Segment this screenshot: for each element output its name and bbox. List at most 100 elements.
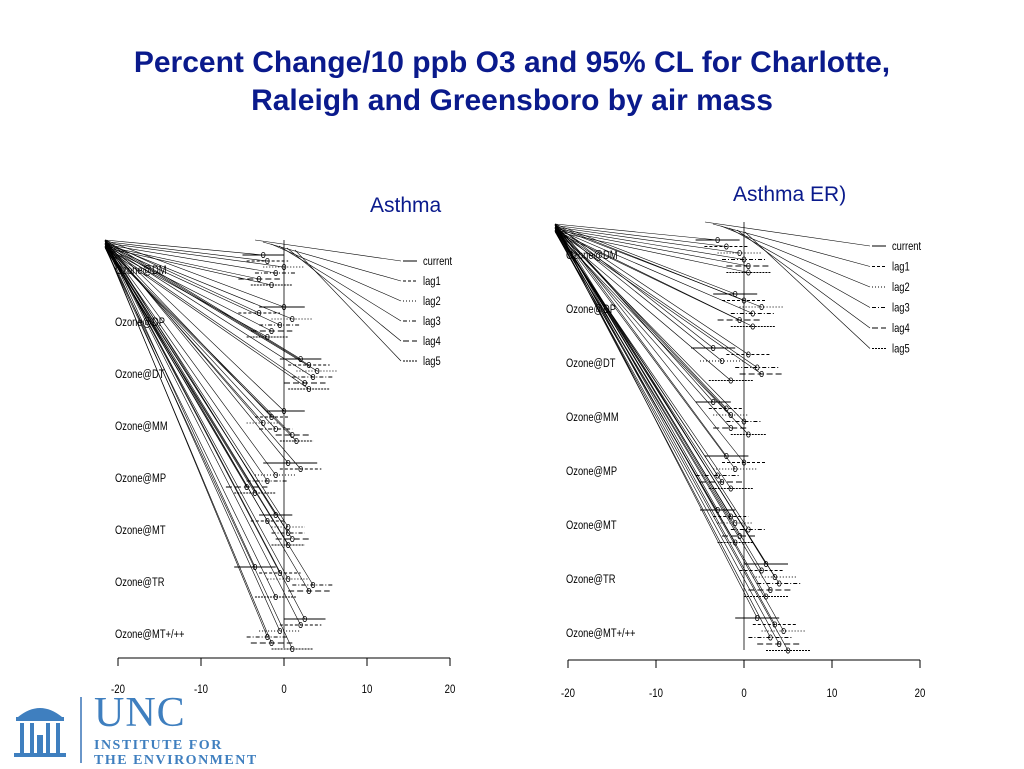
legend-leader-line [278, 245, 402, 322]
leader-line [104, 245, 272, 332]
legend-leader-line [744, 231, 871, 349]
estimate-point [281, 407, 287, 414]
leader-line [104, 245, 305, 384]
estimate-point [781, 628, 786, 635]
estimate-point [746, 431, 751, 438]
legend-label: lag5 [892, 342, 910, 355]
x-tick-label: -20 [111, 683, 125, 696]
leader-line [104, 242, 289, 528]
estimate-point [269, 327, 274, 334]
legend-label: lag2 [423, 295, 441, 308]
estimate-point [273, 512, 278, 519]
estimate-point [285, 530, 291, 537]
leader-line [554, 223, 718, 241]
leader-line [104, 239, 256, 568]
leader-line [554, 223, 714, 349]
leader-line [104, 242, 276, 476]
x-tick-label: 20 [445, 683, 456, 696]
category-label: Ozone@DT [566, 357, 616, 370]
estimate-point [273, 425, 278, 432]
x-tick-label: -10 [194, 683, 208, 696]
legend-label: lag1 [423, 275, 441, 288]
estimate-point [285, 459, 291, 466]
leader-line [104, 247, 297, 442]
estimate-point [728, 424, 733, 431]
leader-line [554, 228, 753, 314]
leader-line [554, 229, 762, 375]
estimate-point [290, 646, 295, 653]
estimate-point [785, 647, 791, 654]
legend-leader-line [736, 229, 871, 329]
estimate-point [273, 471, 278, 478]
estimate-point [273, 594, 278, 601]
leader-line [104, 245, 272, 644]
category-label: Ozone@MP [115, 472, 166, 485]
legend-label: lag3 [423, 315, 441, 328]
estimate-point [746, 262, 751, 269]
estimate-point [763, 561, 769, 568]
leader-line [104, 244, 314, 586]
chart-title-asthma: Asthma [370, 194, 442, 217]
estimate-point [244, 483, 249, 490]
estimate-point [310, 373, 316, 380]
leader-line [104, 241, 310, 366]
estimate-point [302, 616, 307, 623]
x-tick-label: 10 [827, 687, 838, 700]
estimate-point [759, 567, 764, 574]
leader-line [554, 226, 740, 254]
legend-leader-line [286, 247, 402, 342]
estimate-point [728, 411, 733, 418]
leader-line [554, 223, 736, 295]
category-label: Ozone@MT+/++ [566, 627, 636, 640]
legend-leader-line [254, 239, 402, 262]
estimate-point [768, 634, 773, 641]
estimate-point [733, 465, 738, 472]
category-label: Ozone@MM [115, 420, 168, 433]
leader-line [104, 239, 285, 308]
estimate-point [294, 437, 299, 444]
leader-line [104, 241, 301, 470]
logo-subtitle-line-2: THE ENVIRONMENT [94, 753, 258, 768]
leader-line [554, 231, 731, 381]
estimate-point [306, 588, 312, 595]
leader-line [104, 239, 264, 256]
leader-line [104, 242, 281, 632]
legend-label: lag5 [423, 355, 441, 368]
leader-line [104, 242, 285, 268]
category-label: Ozone@DT [115, 368, 165, 381]
estimate-point [728, 485, 733, 492]
leader-line [104, 245, 293, 540]
category-label: Ozone@MT+/++ [115, 628, 185, 641]
leader-line [104, 239, 301, 360]
leader-line [554, 228, 745, 260]
estimate-point [746, 526, 751, 533]
estimate-point [777, 580, 782, 587]
logo-unc-text: UNC [94, 690, 186, 736]
leader-line [104, 245, 310, 592]
estimate-point [741, 459, 747, 466]
estimate-point [711, 344, 716, 351]
x-tick-label: -10 [649, 687, 663, 700]
estimate-point [737, 316, 742, 323]
leader-line [554, 228, 745, 422]
estimate-point [265, 477, 270, 484]
estimate-point [306, 385, 312, 392]
estimate-point [315, 367, 320, 374]
legend-label: lag2 [892, 281, 910, 294]
estimate-point [746, 351, 751, 358]
estimate-point [759, 303, 764, 310]
estimate-point [281, 303, 287, 310]
estimate-point [768, 587, 773, 594]
leader-line [104, 244, 276, 430]
legend-leader-line [704, 221, 871, 247]
leader-line [104, 247, 272, 286]
estimate-point [755, 615, 760, 622]
estimate-point [269, 640, 274, 647]
estimate-point [759, 370, 764, 377]
x-tick-label: 20 [915, 687, 926, 700]
estimate-point [285, 542, 291, 549]
legend-label: lag4 [423, 335, 441, 348]
chart-title-asthma-er: Asthma ER) [733, 183, 847, 206]
leader-line [554, 229, 749, 267]
category-label: Ozone@TR [566, 573, 616, 586]
